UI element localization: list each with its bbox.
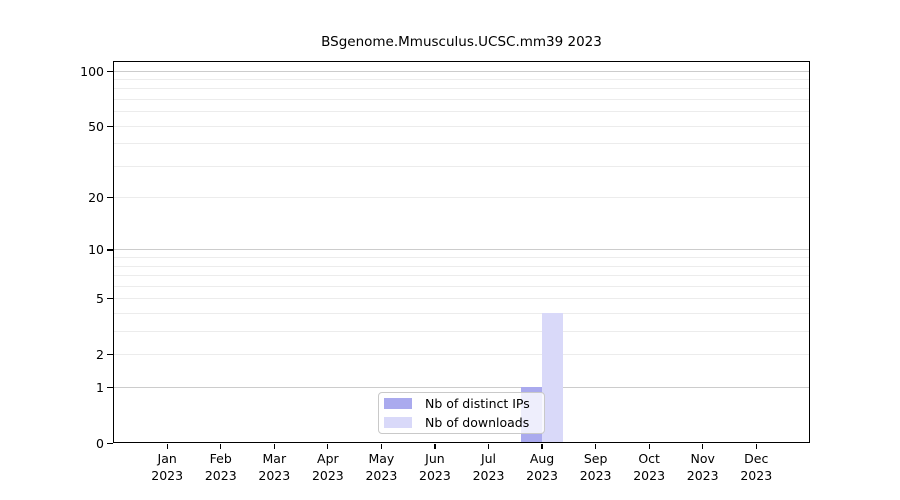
x-axis-tick [595, 443, 597, 450]
gridline-minor [112, 165, 810, 167]
x-axis-tick-label: May 2023 [351, 451, 411, 484]
gridline-minor [112, 265, 810, 267]
legend-label: Nb of distinct IPs [425, 395, 530, 411]
y-axis-tick [106, 298, 113, 300]
legend-entry: Nb of downloads [384, 413, 544, 432]
x-axis-tick [702, 443, 704, 450]
gridline-minor [112, 111, 810, 113]
y-axis-tick-label: 50 [88, 118, 104, 134]
x-axis-tick-label: Aug 2023 [512, 451, 572, 484]
x-axis-tick [487, 443, 490, 450]
gridline-major [112, 249, 810, 251]
y-axis-tick [106, 442, 113, 444]
y-axis-tick-label: 2 [96, 347, 104, 363]
x-axis-tick-label: Jul 2023 [459, 451, 519, 484]
x-axis-tick [220, 443, 222, 450]
gridline-major [112, 70, 810, 72]
x-axis-year-label: 2023 [258, 467, 291, 483]
x-axis-tick [648, 443, 650, 450]
x-axis-tick-label: Apr 2023 [298, 451, 358, 484]
y-axis-tick-label: 0 [96, 435, 104, 451]
x-axis-tick-label: Jun 2023 [405, 451, 465, 484]
y-axis-tick [106, 386, 113, 388]
y-axis-tick-label: 100 [80, 63, 104, 79]
gridline-minor [112, 285, 810, 287]
x-axis-year-label: 2023 [419, 467, 451, 483]
x-axis-year-label: 2023 [204, 467, 237, 483]
x-axis-tick-label: Feb 2023 [191, 451, 251, 484]
legend-entry: Nb of distinct IPs [384, 394, 544, 413]
x-axis-year-label: 2023 [311, 467, 344, 483]
gridline-minor [112, 330, 810, 332]
y-axis-tick-label: 10 [88, 242, 104, 258]
y-axis-tick [106, 70, 113, 72]
legend-swatch-icon [384, 397, 412, 409]
x-axis-tick-label: Nov 2023 [673, 451, 733, 484]
x-axis-tick [755, 443, 757, 450]
x-axis-year-label: 2023 [686, 467, 719, 483]
legend-swatch-icon [384, 416, 412, 428]
x-axis-year-label: 2023 [526, 467, 558, 483]
y-axis-tick [106, 197, 113, 199]
gridline-minor [112, 257, 810, 259]
chart-title: BSgenome.Mmusculus.UCSC.mm39 2023 [321, 34, 602, 50]
x-axis-year-label: 2023 [633, 467, 666, 483]
gridline-minor [112, 298, 810, 300]
y-axis-tick-label: 20 [88, 190, 104, 206]
x-axis-tick [541, 443, 543, 450]
gridline-minor [112, 143, 810, 145]
gridline-minor [112, 275, 810, 277]
x-axis-tick [166, 443, 168, 450]
legend-label: Nb of downloads [425, 414, 530, 430]
gridline-minor [112, 197, 810, 199]
x-axis-tick-label: Dec 2023 [726, 451, 786, 484]
gridline-minor [112, 88, 810, 90]
x-axis-year-label: 2023 [365, 467, 398, 483]
y-axis-tick-label: 1 [96, 379, 104, 395]
x-axis-tick [273, 443, 275, 450]
gridline-minor [112, 125, 810, 127]
x-axis-year-label: 2023 [472, 467, 505, 483]
x-axis-tick [327, 443, 329, 450]
y-axis-tick [106, 249, 113, 251]
bar-downloads [542, 313, 564, 444]
gridline-minor [112, 354, 810, 356]
gridline-minor [112, 99, 810, 101]
y-axis-tick [106, 125, 113, 127]
x-axis-tick-label: Sep 2023 [566, 451, 626, 484]
gridline-major [112, 386, 810, 388]
y-axis-tick [106, 354, 113, 356]
x-axis-tick-label: Oct 2023 [619, 451, 679, 484]
x-axis-tick-label: Mar 2023 [244, 451, 304, 484]
gridline-minor [112, 312, 810, 314]
x-axis-year-label: 2023 [579, 467, 612, 483]
x-axis-year-label: 2023 [151, 467, 184, 483]
x-axis-tick [380, 443, 382, 450]
x-axis-tick-label: Jan 2023 [137, 451, 197, 484]
x-axis-tick [434, 443, 436, 450]
gridline-minor [112, 79, 810, 81]
plot-area-border [112, 61, 810, 443]
legend: Nb of distinct IPs Nb of downloads [378, 391, 545, 434]
x-axis-year-label: 2023 [740, 467, 773, 483]
y-axis-tick-label: 5 [96, 291, 104, 307]
